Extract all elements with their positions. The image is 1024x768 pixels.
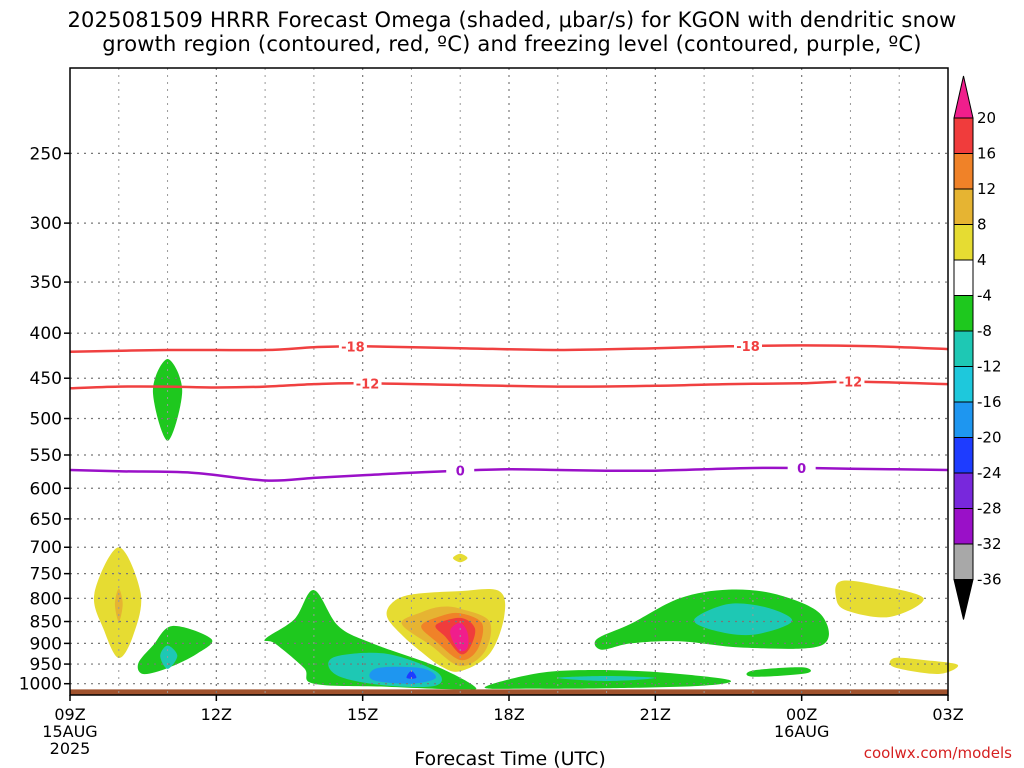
colorbar-seg-10 xyxy=(953,437,974,474)
colorbar-label-13: -36 xyxy=(977,571,1002,589)
contour-label-bg-2-1 xyxy=(787,459,816,476)
colorbar: 20 16 12 8 4 -4 -8 -12 -16 -20 -24 -28 -32 -36 xyxy=(953,75,1002,620)
x-tick-sublabel-00Z-0: 16AUG xyxy=(774,722,829,741)
x-tick-label-21Z: 21Z xyxy=(640,705,671,724)
colorbar-label-4: 4 xyxy=(977,251,987,269)
y-tick-label-950: 950 xyxy=(30,655,62,675)
omega-region-20 xyxy=(835,580,924,618)
y-tick-label-350: 350 xyxy=(30,273,62,293)
x-tick-sublabel-09Z-0: 15AUG xyxy=(42,722,97,741)
axes: 2503003504004505005506006507007508008509… xyxy=(19,67,964,758)
contour-label-0-0: -18 xyxy=(341,341,365,356)
y-tick-label-600: 600 xyxy=(30,479,62,499)
contour-label-0-1: -18 xyxy=(736,340,760,355)
y-tick-label-300: 300 xyxy=(30,214,62,234)
y-tick-label-750: 750 xyxy=(30,565,62,585)
contour-label-bg-1-0 xyxy=(353,375,382,392)
contour-label-2-0: 0 xyxy=(456,465,465,480)
contour-label-bg-2-0 xyxy=(446,462,475,479)
omega-region-9 xyxy=(452,553,468,563)
colorbar-label-6: -8 xyxy=(977,322,992,340)
x-tick-label-12Z: 12Z xyxy=(201,705,232,724)
colorbar-label-11: -28 xyxy=(977,500,1002,518)
title-line-1: 2025081509 HRRR Forecast Omega (shaded, … xyxy=(67,8,957,32)
colorbar-seg-7 xyxy=(953,330,974,367)
contour-label-2-1: 0 xyxy=(797,462,806,477)
colorbar-label-1: 16 xyxy=(977,145,996,163)
y-tick-label-550: 550 xyxy=(30,446,62,466)
y-tick-label-850: 850 xyxy=(30,613,62,633)
colorbar-seg-8 xyxy=(953,366,974,403)
colorbar-label-12: -32 xyxy=(977,535,1002,553)
omega-shading xyxy=(93,359,959,690)
colorbar-label-10: -24 xyxy=(977,464,1002,482)
omega-region-8 xyxy=(406,670,417,679)
colorbar-top-triangle xyxy=(953,75,974,119)
omega-region-3 xyxy=(137,625,213,675)
contour-line-1 xyxy=(69,380,949,390)
x-tick-label-09Z: 09Z xyxy=(54,705,85,724)
omega-region-2 xyxy=(114,588,123,622)
x-tick-label-18Z: 18Z xyxy=(493,705,524,724)
title-line-2: growth region (contoured, red, ºC) and f… xyxy=(102,32,922,56)
colorbar-seg-4 xyxy=(953,224,974,261)
contour-label-bg-0-1 xyxy=(734,338,763,355)
colorbar-seg-11 xyxy=(953,472,974,509)
colorbar-seg-9 xyxy=(953,401,974,438)
omega-region-7 xyxy=(369,666,437,684)
y-tick-label-900: 900 xyxy=(30,634,62,654)
y-tick-label-700: 700 xyxy=(30,538,62,558)
chart-title: 2025081509 HRRR Forecast Omega (shaded, … xyxy=(0,8,1024,56)
colorbar-label-9: -20 xyxy=(977,429,1002,447)
colorbar-label-2: 12 xyxy=(977,180,996,198)
y-tick-label-800: 800 xyxy=(30,589,62,609)
contour-label-1-0: -12 xyxy=(356,377,380,392)
omega-region-5 xyxy=(264,590,477,690)
y-tick-label-250: 250 xyxy=(30,144,62,164)
y-tick-label-400: 400 xyxy=(30,324,62,344)
omega-region-0 xyxy=(152,359,183,441)
colorbar-seg-13 xyxy=(953,543,974,580)
x-tick-label-03Z: 03Z xyxy=(932,705,963,724)
colorbar-bottom-triangle xyxy=(953,579,974,620)
colorbar-seg-3 xyxy=(953,188,974,225)
colorbar-label-3: 8 xyxy=(977,216,987,234)
colorbar-seg-6 xyxy=(953,295,974,332)
y-tick-label-1000: 1000 xyxy=(19,675,62,695)
colorbar-label-5: -4 xyxy=(977,287,992,305)
omega-region-21 xyxy=(889,657,959,675)
colorbar-seg-1 xyxy=(953,117,974,154)
y-tick-label-650: 650 xyxy=(30,510,62,530)
omega-region-4 xyxy=(160,645,178,669)
colorbar-seg-2 xyxy=(953,153,974,190)
colorbar-label-8: -16 xyxy=(977,393,1002,411)
contour-label-bg-1-1 xyxy=(836,373,865,390)
contour-line-0 xyxy=(69,344,949,354)
temperature-contours: -18 -18 -12 -12 0 0 xyxy=(69,338,949,482)
omega-region-18 xyxy=(694,603,793,636)
omega-region-19 xyxy=(746,667,811,677)
x-tick-label-00Z: 00Z xyxy=(786,705,817,724)
contour-label-1-1: -12 xyxy=(839,376,863,391)
colorbar-label-0: 20 xyxy=(977,109,996,127)
contour-line-2 xyxy=(69,466,949,482)
x-axis-label: Forecast Time (UTC) xyxy=(414,748,605,768)
omega-region-14 xyxy=(450,622,469,652)
colorbar-seg-12 xyxy=(953,508,974,545)
contour-label-bg-0-0 xyxy=(338,338,367,355)
x-tick-label-15Z: 15Z xyxy=(347,705,378,724)
y-tick-label-500: 500 xyxy=(30,410,62,430)
y-tick-label-450: 450 xyxy=(30,369,62,389)
credit-link[interactable]: coolwx.com/models xyxy=(863,744,1012,762)
colorbar-seg-5 xyxy=(953,259,974,296)
x-tick-sublabel-09Z-1: 2025 xyxy=(50,739,91,758)
colorbar-label-7: -12 xyxy=(977,358,1002,376)
